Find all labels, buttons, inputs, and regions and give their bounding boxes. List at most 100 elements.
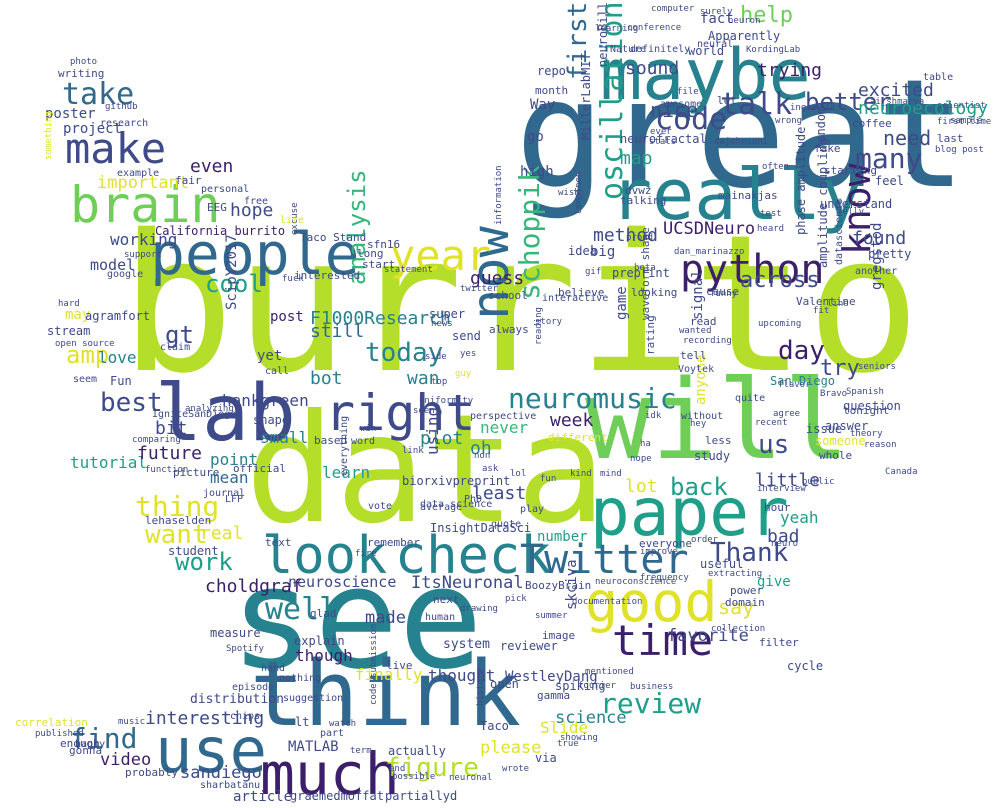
- cloud-word: frequency: [640, 573, 689, 583]
- cloud-word: better: [805, 88, 892, 116]
- cloud-word: definitely: [630, 44, 691, 55]
- cloud-word: li: [825, 103, 836, 113]
- cloud-word: idk: [645, 411, 662, 421]
- cloud-word: drawing: [460, 604, 498, 614]
- cloud-word: best: [100, 388, 163, 418]
- cloud-word: bit: [155, 418, 188, 439]
- cloud-word: vote: [368, 501, 393, 512]
- cloud-word: open: [490, 677, 519, 691]
- cloud-word: feel: [875, 174, 904, 188]
- cloud-word: always: [489, 323, 529, 336]
- cloud-word: look: [262, 526, 388, 586]
- cloud-word: back: [670, 473, 728, 501]
- cloud-word: learning: [595, 24, 639, 34]
- cloud-word: data science: [420, 499, 493, 510]
- cloud-word: lol: [510, 469, 527, 479]
- cloud-word: InsightDataSci: [430, 521, 532, 535]
- cloud-word: understand: [820, 197, 893, 211]
- cloud-word: lehaselden: [145, 514, 212, 527]
- cloud-word: suggestion: [283, 693, 344, 704]
- cloud-word: ai_shmarya: [870, 97, 925, 107]
- cloud-word: starting: [824, 164, 877, 177]
- cloud-word: real: [200, 523, 244, 544]
- cloud-word: even: [190, 156, 234, 177]
- cloud-word: pretty: [868, 247, 912, 261]
- cloud-word: help: [740, 3, 793, 28]
- cloud-word: true: [557, 739, 579, 749]
- cloud-word: phase amplitude: [794, 126, 808, 235]
- cloud-word: play: [520, 504, 545, 515]
- cloud-word: proud: [626, 233, 654, 243]
- cloud-word: idea: [568, 244, 597, 258]
- cloud-word: hand: [261, 663, 286, 674]
- cloud-word: stats: [649, 137, 677, 147]
- cloud-word: reviewer: [500, 639, 558, 653]
- cloud-word: neuroecology: [858, 98, 989, 119]
- cloud-word: Taco: [480, 719, 509, 733]
- cloud-word: public: [802, 477, 835, 487]
- cloud-word: poster: [45, 106, 96, 122]
- cloud-word: gif: [585, 267, 602, 277]
- cloud-word: neuroscience: [288, 573, 397, 591]
- cloud-word: guess: [470, 268, 525, 289]
- cloud-word: small: [260, 428, 309, 447]
- cloud-word: life: [280, 215, 305, 226]
- cloud-word: github: [105, 102, 138, 112]
- cloud-word: recent: [755, 418, 788, 428]
- cloud-word: ask: [482, 464, 499, 474]
- cloud-word: different: [548, 431, 608, 444]
- cloud-word: Bravo: [820, 389, 848, 399]
- cloud-word: picture: [173, 466, 220, 479]
- cloud-word: mind: [600, 469, 622, 479]
- cloud-word: student: [168, 544, 219, 558]
- cloud-word: test: [760, 209, 782, 219]
- cloud-word: jelly: [837, 207, 865, 217]
- cloud-word: point: [210, 450, 259, 469]
- cloud-word: find: [70, 722, 138, 755]
- cloud-word: someone: [815, 434, 866, 448]
- cloud-word: need: [883, 126, 932, 150]
- cloud-word: word: [351, 436, 376, 447]
- cloud-word: data: [245, 383, 607, 557]
- cloud-word: next: [433, 593, 460, 606]
- cloud-word: pick: [505, 594, 527, 604]
- cloud-word: quote: [491, 519, 522, 530]
- cloud-word: sandiego: [180, 763, 262, 783]
- cloud-word: sfn16: [367, 238, 401, 251]
- cloud-word: KordingLab: [746, 45, 801, 55]
- cloud-word: neuronal: [449, 773, 493, 783]
- cloud-word: measure: [210, 626, 261, 640]
- cloud-word: interested: [294, 269, 361, 282]
- cloud-word: hope: [230, 200, 274, 221]
- cloud-word: map: [620, 148, 653, 169]
- cloud-word: fire: [355, 549, 377, 559]
- cloud-word: please: [480, 738, 542, 758]
- cloud-word: year: [390, 231, 492, 280]
- cloud-word: may: [65, 307, 91, 323]
- cloud-word: anyone: [693, 354, 709, 405]
- cloud-word: order: [691, 535, 719, 545]
- cloud-word: via: [535, 751, 557, 765]
- cloud-word: scientist: [937, 101, 986, 111]
- cloud-word: great: [515, 48, 967, 222]
- cloud-word: neuromusic: [508, 382, 677, 415]
- cloud-word: kind: [570, 469, 592, 479]
- cloud-word: partiallyd: [385, 789, 458, 803]
- cloud-word: based: [314, 434, 348, 447]
- cloud-word: never: [480, 418, 529, 437]
- cloud-word: try: [820, 356, 860, 381]
- cloud-word: last: [937, 132, 964, 145]
- cloud-word: time: [612, 616, 714, 665]
- cloud-word: thing: [135, 490, 220, 523]
- cloud-word: top: [431, 377, 448, 387]
- cloud-word: chips: [230, 711, 261, 722]
- cloud-word: WestleyDang: [505, 669, 598, 685]
- cloud-word: guy: [455, 369, 472, 379]
- cloud-word: gonna: [69, 744, 103, 757]
- cloud-word: sharbatanu: [200, 780, 261, 791]
- cloud-word: nice: [650, 98, 699, 122]
- cloud-word: tutorial: [70, 453, 148, 472]
- cloud-word: important: [97, 173, 190, 193]
- cloud-word: paper: [590, 474, 789, 551]
